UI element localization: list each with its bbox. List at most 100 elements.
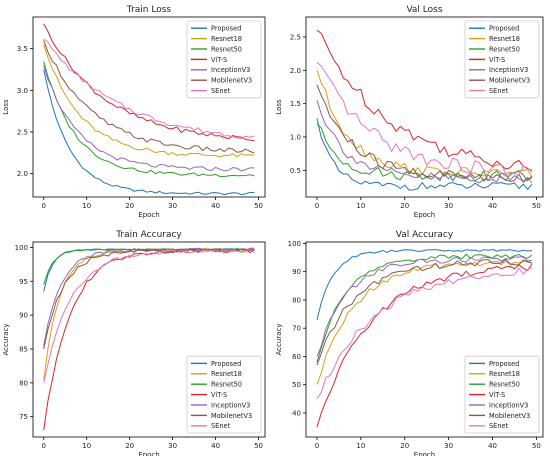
series-line-inceptionv3	[43, 247, 255, 346]
y-tick-label: 50	[292, 381, 301, 389]
legend-label: InceptionV3	[211, 401, 250, 409]
legend-label: MobilenetV3	[489, 77, 530, 85]
chart-title: Train Accuracy	[115, 230, 182, 240]
x-tick-label: 20	[125, 442, 134, 450]
legend-label: InceptionV3	[211, 66, 250, 74]
legend-label: ViT-S	[211, 391, 227, 399]
series-line-vit-s	[316, 29, 533, 171]
series-line-resnet50	[316, 253, 533, 363]
x-axis-label: Epoch	[138, 451, 159, 456]
x-tick-label: 10	[82, 442, 91, 450]
series-line-mobilenetv3	[316, 84, 533, 183]
x-tick-label: 0	[42, 442, 46, 450]
legend-label: Resnet18	[489, 35, 520, 43]
y-tick-label: 100	[288, 240, 301, 248]
y-axis-label: Loss	[275, 99, 283, 115]
series-line-resnet18	[316, 70, 533, 178]
series-line-resnet18	[316, 260, 533, 385]
x-axis-label: Epoch	[414, 211, 435, 219]
series-line-vit-s	[316, 263, 533, 428]
legend-label: Proposed	[211, 25, 241, 33]
legend-label: Proposed	[489, 360, 519, 368]
legend-label: ViT-S	[211, 56, 227, 64]
series-line-resnet50	[43, 61, 255, 177]
y-tick-label: 90	[19, 312, 28, 320]
axes-frame	[305, 16, 544, 198]
legend-box	[464, 20, 540, 99]
x-tick-label: 20	[400, 202, 409, 210]
series-line-senet	[43, 248, 255, 383]
chart-panel-4: Val Accuracy 0 10 20 30 40 50 40 50 60 70 80 90 100 Ep…	[275, 230, 544, 456]
series-line-senet	[316, 267, 533, 400]
y-tick-label: 0.5	[290, 167, 301, 175]
x-tick-label: 10	[356, 442, 365, 450]
legend-label: SEnet	[211, 87, 231, 95]
legend-box	[186, 355, 262, 434]
legend: Proposed Resnet18 Resnet50 ViT-S InceptionV3…	[186, 355, 262, 434]
x-tick-label: 20	[125, 202, 134, 210]
series-line-senet	[43, 38, 255, 139]
x-tick-label: 50	[254, 202, 263, 210]
y-axis-label: Accuracy	[2, 324, 10, 356]
y-tick-label: 2.0	[290, 67, 301, 75]
legend-label: InceptionV3	[489, 66, 528, 74]
legend-label: Resnet50	[211, 45, 242, 53]
y-tick-label: 90	[292, 268, 301, 276]
legend: Proposed Resnet18 Resnet50 ViT-S InceptionV3…	[464, 20, 540, 99]
y-tick-label: 3.0	[17, 87, 28, 95]
series-line-resnet50	[43, 248, 255, 285]
series-line-inceptionv3	[316, 255, 533, 357]
y-tick-label: 95	[19, 278, 28, 286]
series-line-proposed	[43, 69, 255, 196]
x-tick-label: 40	[211, 202, 220, 210]
y-tick-label: 3.5	[17, 45, 28, 53]
legend-label: Resnet50	[489, 381, 520, 389]
legend: Proposed Resnet18 Resnet50 ViT-S InceptionV3…	[186, 20, 262, 99]
y-tick-label: 1.5	[290, 100, 301, 108]
x-tick-label: 30	[444, 442, 453, 450]
series-line-inceptionv3	[43, 65, 255, 172]
legend-label: Proposed	[211, 360, 241, 368]
chart-title: Val Accuracy	[396, 230, 454, 240]
legend-label: MobilenetV3	[211, 412, 252, 420]
y-tick-label: 85	[19, 345, 28, 353]
series-line-proposed	[316, 249, 533, 320]
legend-label: Resnet18	[211, 370, 242, 378]
series-lines	[316, 249, 533, 428]
x-tick-label: 40	[488, 442, 497, 450]
legend-label: InceptionV3	[489, 401, 528, 409]
axes-frame	[32, 16, 266, 198]
axes-frame	[32, 241, 266, 438]
legend-label: MobilenetV3	[211, 77, 252, 85]
x-tick-label: 10	[356, 202, 365, 210]
y-tick-label: 100	[15, 244, 28, 252]
x-tick-label: 50	[254, 442, 263, 450]
legend-box	[186, 20, 262, 99]
legend-label: Resnet18	[489, 370, 520, 378]
x-tick-label: 0	[42, 202, 46, 210]
x-tick-label: 50	[532, 202, 541, 210]
x-tick-label: 30	[444, 202, 453, 210]
series-line-resnet50	[316, 123, 533, 182]
series-line-proposed	[316, 118, 533, 191]
legend-label: ViT-S	[489, 391, 505, 399]
y-tick-label: 2.5	[290, 34, 301, 42]
y-axis-label: Accuracy	[275, 324, 283, 356]
series-line-resnet18	[43, 44, 255, 158]
x-tick-label: 40	[211, 442, 220, 450]
x-tick-label: 40	[488, 202, 497, 210]
y-tick-label: 70	[292, 325, 301, 333]
y-tick-label: 80	[292, 296, 301, 304]
legend-label: Proposed	[489, 25, 519, 33]
series-lines	[316, 29, 533, 191]
series-line-senet	[316, 61, 533, 176]
series-line-mobilenetv3	[316, 258, 533, 366]
y-tick-label: 1.0	[290, 134, 301, 142]
legend: Proposed Resnet18 Resnet50 ViT-S InceptionV3…	[464, 355, 540, 434]
x-tick-label: 10	[82, 202, 91, 210]
axes-frame	[305, 241, 544, 438]
legend-label: Resnet50	[211, 381, 242, 389]
x-tick-label: 30	[168, 202, 177, 210]
chart-title: Train Loss	[126, 5, 172, 15]
